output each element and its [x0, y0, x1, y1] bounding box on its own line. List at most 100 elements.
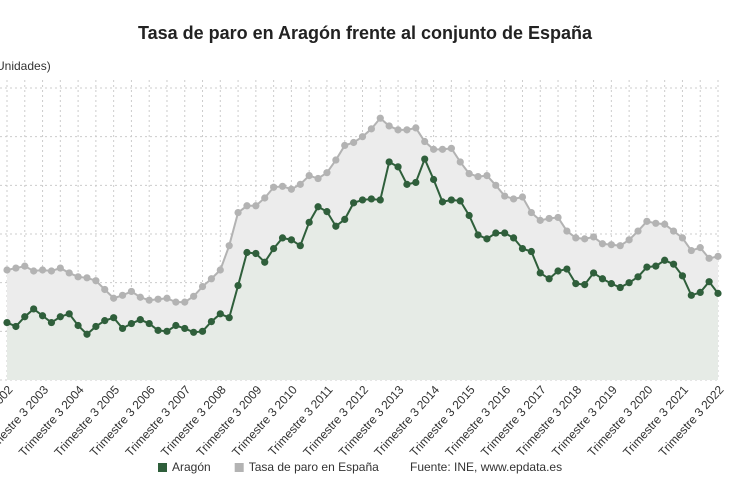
point [492, 181, 500, 189]
point [643, 217, 651, 225]
point [56, 264, 64, 272]
point [3, 318, 11, 327]
point [563, 227, 571, 235]
point [678, 234, 687, 242]
point [616, 283, 624, 292]
point [287, 185, 295, 193]
point [669, 227, 678, 235]
point [572, 234, 580, 242]
point [501, 192, 509, 200]
point [252, 249, 260, 258]
point [118, 324, 127, 333]
point [154, 326, 162, 334]
point [607, 280, 615, 288]
point [278, 234, 287, 242]
point [154, 295, 162, 303]
point [56, 313, 64, 321]
point [678, 272, 687, 280]
point [305, 172, 313, 180]
point [314, 174, 322, 183]
point [589, 269, 598, 277]
point [376, 114, 384, 122]
point [198, 327, 207, 335]
point [181, 324, 189, 333]
point [234, 208, 242, 217]
point [207, 318, 216, 326]
point [661, 256, 669, 264]
point [118, 291, 127, 299]
point [270, 183, 278, 191]
point [412, 124, 420, 132]
point [465, 170, 473, 178]
point [358, 133, 367, 141]
point [589, 233, 598, 241]
point [83, 274, 91, 282]
point [696, 244, 704, 252]
point [421, 137, 429, 146]
point [198, 282, 207, 291]
point [314, 203, 322, 211]
point [536, 269, 544, 277]
point [38, 312, 47, 320]
point [30, 305, 38, 313]
point [403, 126, 411, 134]
point [145, 319, 153, 328]
point [12, 264, 20, 272]
point [403, 180, 411, 188]
point [652, 219, 660, 227]
point [101, 317, 109, 325]
point [687, 291, 695, 299]
point [527, 247, 535, 256]
point [394, 126, 402, 134]
point [207, 275, 216, 283]
point [358, 196, 367, 204]
point [127, 319, 136, 328]
point [65, 310, 73, 318]
point [714, 252, 722, 260]
point [136, 293, 144, 301]
point [545, 214, 553, 223]
point [323, 208, 331, 216]
point [38, 266, 47, 274]
point [181, 298, 189, 306]
point [705, 278, 713, 286]
point [669, 260, 678, 268]
point [12, 322, 20, 331]
point [616, 242, 624, 250]
point [350, 138, 358, 147]
point [545, 275, 553, 283]
legend-swatch [158, 463, 167, 472]
point [92, 277, 100, 285]
point [509, 234, 518, 242]
point [145, 296, 153, 304]
point [554, 267, 562, 275]
x-tick-label: Trimestre 3 2011 [265, 383, 335, 459]
point [412, 178, 420, 187]
legend-label: Aragón [172, 460, 211, 474]
point [625, 236, 633, 244]
point [74, 273, 82, 281]
point [278, 182, 287, 190]
point [163, 327, 171, 335]
point [430, 175, 438, 184]
point [438, 198, 447, 206]
x-tick-label: Trimestre 3 2022 [656, 383, 727, 460]
point [305, 218, 313, 226]
point [92, 322, 100, 331]
point [696, 288, 704, 296]
point [483, 172, 491, 180]
point [216, 266, 224, 274]
point [216, 310, 224, 318]
point [74, 321, 82, 330]
point [136, 316, 144, 324]
point [714, 289, 722, 297]
point [598, 240, 607, 248]
point [581, 235, 589, 243]
point [65, 269, 73, 277]
point [234, 281, 242, 290]
point [252, 202, 260, 210]
legend-swatch [234, 463, 244, 472]
point [243, 202, 251, 210]
legend-label: Tasa de paro en España [249, 460, 379, 474]
